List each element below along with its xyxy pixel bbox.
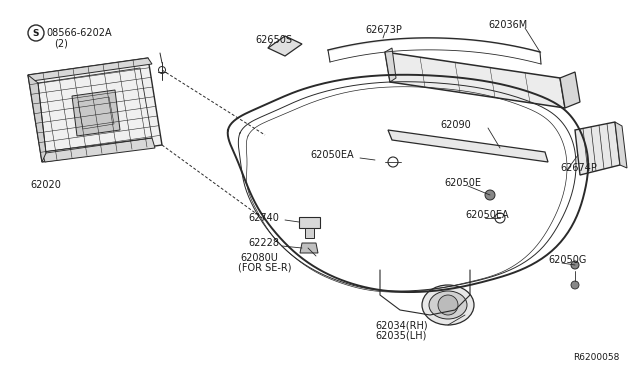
Ellipse shape <box>422 285 474 325</box>
Text: (FOR SE-R): (FOR SE-R) <box>238 263 291 273</box>
Text: 08566-6202A: 08566-6202A <box>46 28 111 38</box>
Polygon shape <box>305 228 314 238</box>
Polygon shape <box>388 130 548 162</box>
Circle shape <box>571 281 579 289</box>
Text: 62674P: 62674P <box>560 163 597 173</box>
Polygon shape <box>42 138 155 162</box>
Polygon shape <box>385 52 565 108</box>
Polygon shape <box>575 122 620 175</box>
Text: 62673P: 62673P <box>365 25 402 35</box>
Text: 62080U: 62080U <box>240 253 278 263</box>
Text: R6200058: R6200058 <box>573 353 620 362</box>
Circle shape <box>485 190 495 200</box>
Polygon shape <box>28 58 152 81</box>
Text: 62090: 62090 <box>440 120 471 130</box>
Polygon shape <box>72 90 120 136</box>
Text: 62020: 62020 <box>30 180 61 190</box>
Text: 62228: 62228 <box>248 238 279 248</box>
Ellipse shape <box>429 291 467 319</box>
Text: 62035(LH): 62035(LH) <box>375 330 426 340</box>
Circle shape <box>571 261 579 269</box>
Text: 62740: 62740 <box>248 213 279 223</box>
Text: 62050EA: 62050EA <box>465 210 509 220</box>
Polygon shape <box>28 58 162 162</box>
Polygon shape <box>615 122 627 168</box>
Circle shape <box>438 295 458 315</box>
Text: 62650S: 62650S <box>255 35 292 45</box>
Text: 62050E: 62050E <box>444 178 481 188</box>
Text: 62050G: 62050G <box>548 255 586 265</box>
Text: 62034(RH): 62034(RH) <box>375 320 428 330</box>
Polygon shape <box>268 36 302 56</box>
Polygon shape <box>560 72 580 108</box>
Polygon shape <box>28 75 46 162</box>
Text: 62050EA: 62050EA <box>310 150 354 160</box>
Polygon shape <box>299 217 320 228</box>
Text: (2): (2) <box>54 38 68 48</box>
Text: S: S <box>33 29 39 38</box>
Polygon shape <box>300 243 318 253</box>
Polygon shape <box>385 48 396 82</box>
Text: 62036M: 62036M <box>488 20 527 30</box>
